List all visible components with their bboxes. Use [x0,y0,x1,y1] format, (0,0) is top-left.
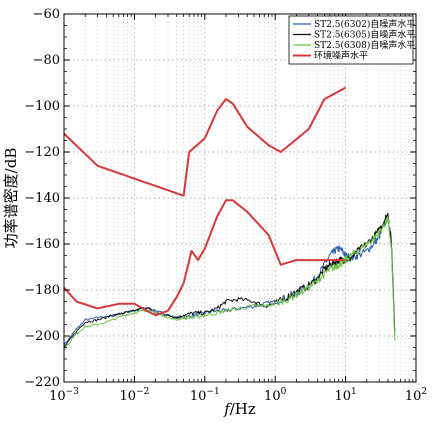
series-lines [63,86,396,350]
y-tick-label: −120 [24,145,60,160]
y-tick-label: −200 [24,329,60,344]
self-noise-line-0 [63,212,396,347]
x-tick-label: 10−3 [49,387,79,404]
self-noise-line-1 [63,213,396,348]
legend: ST2.5(6302)自噪声水平ST2.5(6305)自噪声水平ST2.5(63… [288,15,415,65]
y-tick-label: −140 [24,191,60,206]
x-tick-label: 10−1 [190,387,220,404]
y-tick-label: −220 [24,375,60,390]
x-tick-label: 102 [405,387,427,404]
y-tick-label: −180 [24,283,60,298]
y-tick-label: −80 [33,53,60,68]
y-tick-label: −100 [24,99,60,114]
legend-label: ST2.5(6302)自噪声水平 [314,18,415,30]
legend-label: ST2.5(6305)自噪声水平 [314,29,415,41]
y-tick-label: −160 [24,237,60,252]
y-axis-label: 功率谱密度/dB [2,148,20,249]
grid [64,14,416,382]
x-tick-label: 101 [334,387,356,404]
x-tick-label: 10−2 [119,387,149,404]
legend-label: 环境噪声水平 [314,50,368,62]
x-tick-label: 100 [264,387,287,404]
self-noise-line-2 [63,216,396,350]
y-tick-label: −60 [33,7,60,22]
x-axis-label: f/Hz [223,400,256,418]
environment-noise-line [63,199,346,317]
environment-noise-line [63,86,347,197]
legend-label: ST2.5(6308)自噪声水平 [314,39,415,51]
